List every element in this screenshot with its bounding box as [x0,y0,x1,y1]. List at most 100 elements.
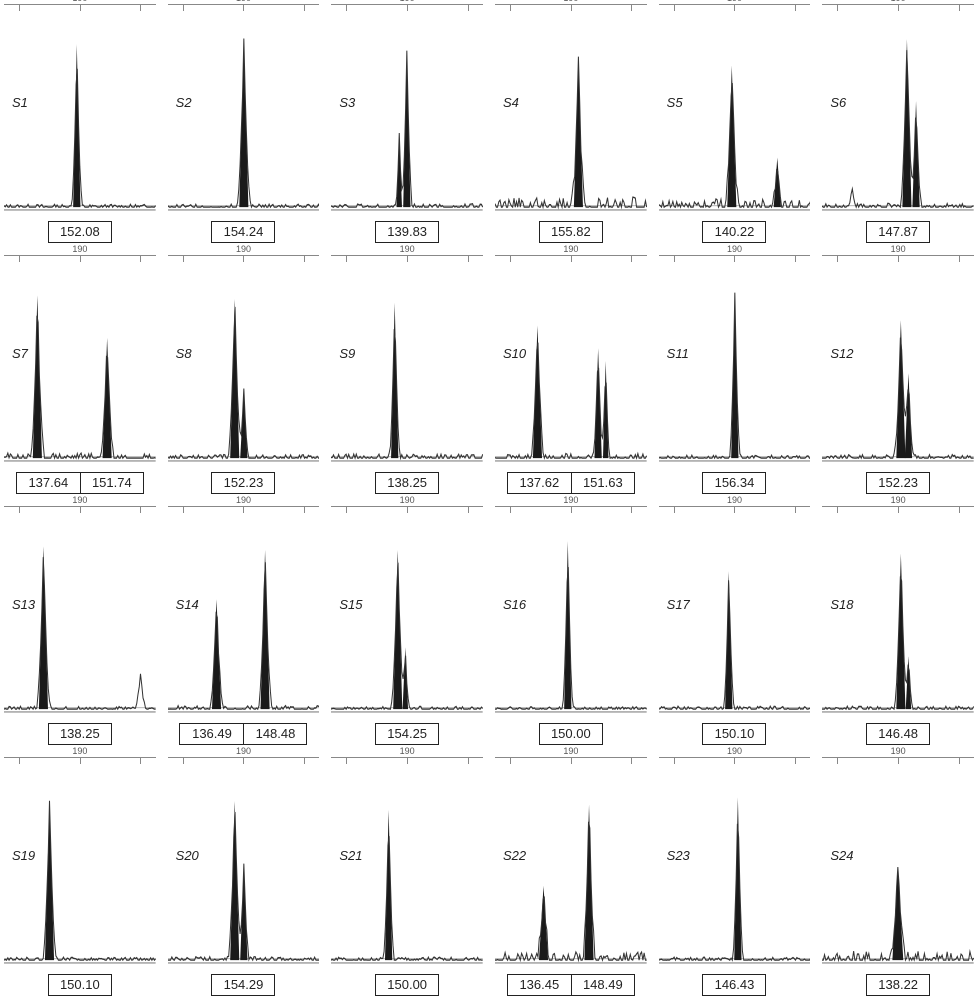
allele-value: 156.34 [702,472,766,494]
allele-value: 154.24 [211,221,275,243]
ruler: 190 [659,506,811,520]
ruler-tick [407,507,408,513]
value-row: 152.23 [168,472,320,494]
electropherogram-plot: S18 [822,524,974,717]
ruler-tick-label: 190 [72,746,87,756]
ruler-tick [243,256,244,262]
ruler-tick [140,5,141,11]
panel-s12: 190 S12 152.23 [822,255,974,494]
allele-value: 146.43 [702,974,766,996]
panel-s16: 190 S16 150.00 [495,506,647,745]
allele-value: 151.74 [80,472,144,494]
allele-value: 136.45 [507,974,571,996]
ruler: 190 [168,506,320,520]
allele-value: 148.49 [571,974,635,996]
allele-value: 139.83 [375,221,439,243]
panel-s17: 190 S17 150.10 [659,506,811,745]
value-row: 138.25 [331,472,483,494]
panel-s14: 190 S14 136.49148.48 [168,506,320,745]
trace-svg [4,524,156,717]
allele-value: 155.82 [539,221,603,243]
ruler-tick [407,256,408,262]
panel-s19: 190 S19 150.10 [4,757,156,996]
electropherogram-plot: S15 [331,524,483,717]
ruler: 190 [4,255,156,269]
ruler: 190 [331,506,483,520]
ruler-tick [140,256,141,262]
allele-value: 148.48 [243,723,307,745]
trace-svg [168,273,320,466]
electropherogram-plot: S24 [822,775,974,968]
sample-label: S8 [176,346,192,361]
panel-s13: 190 S13 138.25 [4,506,156,745]
ruler: 190 [822,506,974,520]
panel-s3: 190 S3 139.83 [331,4,483,243]
ruler-tick [837,507,838,513]
trace-svg [4,22,156,215]
ruler-tick-label: 190 [236,0,251,3]
ruler: 190 [495,255,647,269]
ruler-tick [734,758,735,764]
panel-s5: 190 S5 140.22 [659,4,811,243]
ruler-tick [243,5,244,11]
value-row: 138.22 [822,974,974,996]
ruler: 190 [659,4,811,18]
panel-s8: 190 S8 152.23 [168,255,320,494]
ruler: 190 [331,757,483,771]
ruler-tick [183,507,184,513]
ruler: 190 [168,255,320,269]
ruler-tick [80,256,81,262]
trace-svg [331,273,483,466]
electropherogram-plot: S20 [168,775,320,968]
electropherogram-plot: S10 [495,273,647,466]
ruler: 190 [4,4,156,18]
ruler: 190 [822,757,974,771]
electropherogram-plot: S14 [168,524,320,717]
value-row: 156.34 [659,472,811,494]
allele-value: 146.48 [866,723,930,745]
allele-value: 140.22 [702,221,766,243]
electropherogram-plot: S21 [331,775,483,968]
ruler-tick-label: 190 [891,746,906,756]
panel-s10: 190 S10 137.62151.63 [495,255,647,494]
ruler-tick [734,5,735,11]
electropherogram-plot: S22 [495,775,647,968]
allele-value: 137.64 [16,472,80,494]
ruler-tick [674,256,675,262]
value-row: 150.10 [659,723,811,745]
ruler-tick-label: 190 [563,495,578,505]
value-row: 150.00 [495,723,647,745]
trace-svg [822,775,974,968]
ruler-tick [674,507,675,513]
ruler-tick [510,507,511,513]
trace-svg [822,22,974,215]
ruler-tick [140,507,141,513]
ruler-tick [898,507,899,513]
panel-s20: 190 S20 154.29 [168,757,320,996]
ruler: 190 [4,506,156,520]
sample-label: S24 [830,848,853,863]
trace-svg [495,775,647,968]
ruler-tick [898,758,899,764]
ruler: 190 [495,757,647,771]
ruler-tick [898,256,899,262]
value-row: 136.49148.48 [168,723,320,745]
ruler-tick-label: 190 [727,244,742,254]
electropherogram-plot: S12 [822,273,974,466]
electropherogram-plot: S19 [4,775,156,968]
electropherogram-plot: S7 [4,273,156,466]
allele-value: 152.23 [866,472,930,494]
allele-value: 136.49 [179,723,243,745]
ruler-tick [959,5,960,11]
value-row: 152.08 [4,221,156,243]
trace [168,562,320,709]
ruler-tick-label: 190 [400,746,415,756]
ruler-tick [407,5,408,11]
ruler-tick [468,758,469,764]
value-row: 155.82 [495,221,647,243]
ruler: 190 [4,757,156,771]
sample-label: S5 [667,95,683,110]
panel-s6: 190 S6 147.87 [822,4,974,243]
ruler-tick [243,758,244,764]
trace-svg [331,775,483,968]
